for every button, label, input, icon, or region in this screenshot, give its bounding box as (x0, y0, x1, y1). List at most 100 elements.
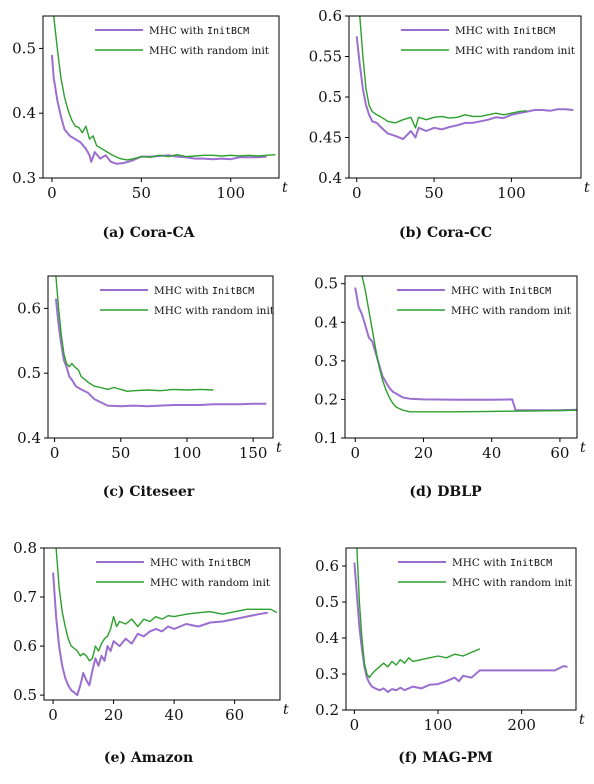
cora-ca-ytick-label: 0.5 (12, 39, 36, 57)
amazon-xtick-label: 40 (165, 706, 184, 724)
chart-amazon: 0.5 0.6 0.7 0.8 0 20 40 60 t MHC with InitBCM MHC … (13, 539, 289, 724)
citeseer-xtick-label: 50 (111, 444, 130, 462)
panel-cora-cc: 0.4 0.45 0.5 0.55 0.6 0 50 100 t MHC with InitBCM… (297, 0, 594, 260)
cora-cc-ytick-label: 0.6 (318, 7, 342, 25)
citeseer-legend-label-mhc-with-random-init: MHC with random init (154, 305, 275, 317)
amazon-axes-frame (43, 547, 281, 701)
amazon-legend-label-mhc-with-initbcm: MHC with InitBCM (150, 557, 250, 569)
cora-cc-line-mhc-with-random-init (359, 16, 527, 129)
citeseer-legend-label-mhc-with-initbcm: MHC with InitBCM (154, 285, 254, 297)
dblp-xtick-label: 0 (350, 444, 360, 462)
cora-ca-ytick-label: 0.3 (12, 169, 36, 187)
dblp-xtick-label: 20 (414, 444, 433, 462)
dblp-ytick-label: 0.1 (314, 429, 338, 447)
cora-cc-ytick-label: 0.5 (318, 88, 342, 106)
mag-pm-line-mhc-with-initbcm (353, 562, 568, 693)
mag-pm-xtick-label: 200 (507, 716, 536, 734)
mag-pm-ytick-label: 0.2 (315, 701, 339, 719)
mag-pm-legend-label-mhc-with-initbcm: MHC with InitBCM (452, 557, 552, 569)
citeseer-xtick-label: 100 (173, 444, 202, 462)
citeseer-ytick-label: 0.5 (17, 364, 41, 382)
cora-ca-axes-frame (42, 15, 280, 179)
cora-ca-line-mhc-with-initbcm (50, 54, 267, 165)
mag-pm-axes-frame (345, 547, 577, 711)
cora-ca-xtick-label: 50 (132, 184, 151, 202)
citeseer-axes-frame (47, 275, 274, 439)
dblp-xlabel: t (580, 440, 586, 456)
amazon-xtick-label: 60 (225, 706, 244, 724)
cora-ca-legend-label-mhc-with-initbcm: MHC with InitBCM (149, 25, 249, 37)
chart-cora-ca: 0.3 0.4 0.5 0 50 100 t MHC with InitBCM MHC with… (12, 15, 288, 202)
cora-cc-xtick-label: 50 (425, 184, 444, 202)
mag-pm-xtick-label: 100 (424, 716, 453, 734)
mag-pm-ytick-label: 0.5 (315, 593, 339, 611)
mag-pm-legend-label-mhc-with-random-init: MHC with random init (452, 577, 573, 589)
caption-cora-cc: (b) Cora-CC (399, 225, 492, 241)
cora-cc-xtick-label: 0 (352, 184, 362, 202)
caption-mag-pm: (f) MAG-PM (398, 750, 493, 766)
citeseer-xtick-label: 150 (239, 444, 268, 462)
dblp-ytick-label: 0.5 (314, 275, 338, 293)
mag-pm-line-mhc-with-random-init (356, 548, 481, 679)
caption-dblp: (d) DBLP (409, 484, 482, 500)
amazon-ytick-label: 0.8 (13, 539, 37, 557)
amazon-xtick-label: 0 (48, 706, 58, 724)
caption-amazon: (e) Amazon (103, 750, 194, 766)
dblp-axes-frame (344, 275, 578, 439)
cora-ca-xtick-label: 100 (216, 184, 245, 202)
cora-ca-ytick-label: 0.4 (12, 104, 36, 122)
cora-ca-line-mhc-with-random-init (53, 16, 276, 161)
dblp-ytick-label: 0.4 (314, 313, 338, 331)
amazon-ytick-label: 0.6 (13, 637, 37, 655)
amazon-ytick-label: 0.7 (13, 588, 37, 606)
dblp-line-mhc-with-random-init (361, 276, 577, 413)
amazon-legend-label-mhc-with-random-init: MHC with random init (150, 577, 271, 589)
chart-citeseer: 0.4 0.5 0.6 0 50 100 150 t MHC with InitBCM MHC w… (17, 275, 282, 462)
cora-ca-legend-label-mhc-with-random-init: MHC with random init (149, 45, 270, 57)
citeseer-ytick-label: 0.6 (17, 299, 41, 317)
citeseer-xlabel: t (276, 440, 282, 456)
caption-cora-ca: (a) Cora-CA (102, 225, 195, 241)
cora-cc-line-mhc-with-initbcm (355, 36, 574, 141)
amazon-line-mhc-with-initbcm (52, 572, 269, 697)
cora-cc-xtick-label: 100 (497, 184, 526, 202)
cora-cc-legend-label-mhc-with-random-init: MHC with random init (455, 45, 576, 57)
dblp-ytick-label: 0.2 (314, 390, 338, 408)
panel-cora-ca: 0.3 0.4 0.5 0 50 100 t MHC with InitBCM MHC with… (0, 0, 297, 260)
caption-citeseer: (c) Citeseer (102, 484, 195, 500)
cora-cc-ytick-label: 0.45 (309, 129, 342, 147)
amazon-ytick-label: 0.5 (13, 686, 37, 704)
chart-dblp: 0.1 0.2 0.3 0.4 0.5 0 20 40 60 t MHC with InitBCM M… (314, 275, 586, 462)
cora-cc-xlabel: t (584, 180, 590, 196)
citeseer-ytick-label: 0.4 (17, 429, 41, 447)
amazon-line-mhc-with-random-init (55, 548, 278, 662)
chart-mag-pm: 0.2 0.3 0.4 0.5 0.6 0 100 200 t MHC with InitBCM M… (315, 547, 585, 734)
cora-cc-ytick-label: 0.55 (309, 48, 342, 66)
dblp-legend-label-mhc-with-initbcm: MHC with InitBCM (451, 285, 551, 297)
cora-ca-xtick-label: 0 (47, 184, 57, 202)
dblp-xtick-label: 60 (550, 444, 569, 462)
mag-pm-xlabel: t (579, 712, 585, 728)
dblp-ytick-label: 0.3 (314, 352, 338, 370)
citeseer-xtick-label: 0 (50, 444, 60, 462)
dblp-line-mhc-with-initbcm (354, 287, 577, 412)
citeseer-line-mhc-with-random-init (55, 276, 214, 393)
dblp-xtick-label: 40 (482, 444, 501, 462)
mag-pm-ytick-label: 0.4 (315, 629, 339, 647)
dblp-legend-label-mhc-with-random-init: MHC with random init (451, 305, 572, 317)
mag-pm-ytick-label: 0.3 (315, 665, 339, 683)
panel-dblp: 0.1 0.2 0.3 0.4 0.5 0 20 40 60 t MHC with InitBCM M… (297, 262, 594, 522)
cora-cc-legend-label-mhc-with-initbcm: MHC with InitBCM (455, 25, 555, 37)
cora-cc-ytick-label: 0.4 (318, 169, 342, 187)
mag-pm-xtick-label: 0 (350, 716, 360, 734)
cora-cc-axes-frame (348, 15, 582, 179)
panel-mag-pm: 0.2 0.3 0.4 0.5 0.6 0 100 200 t MHC with InitBCM M… (297, 524, 594, 784)
chart-cora-cc: 0.4 0.45 0.5 0.55 0.6 0 50 100 t MHC with InitBCM… (309, 7, 590, 202)
amazon-xlabel: t (283, 702, 289, 718)
citeseer-line-mhc-with-initbcm (54, 298, 267, 408)
amazon-xtick-label: 20 (104, 706, 123, 724)
panel-citeseer: 0.4 0.5 0.6 0 50 100 150 t MHC with InitBCM MHC w… (0, 262, 297, 522)
mag-pm-ytick-label: 0.6 (315, 557, 339, 575)
panel-amazon: 0.5 0.6 0.7 0.8 0 20 40 60 t MHC with InitBCM MHC … (0, 524, 297, 784)
cora-ca-xlabel: t (282, 180, 288, 196)
